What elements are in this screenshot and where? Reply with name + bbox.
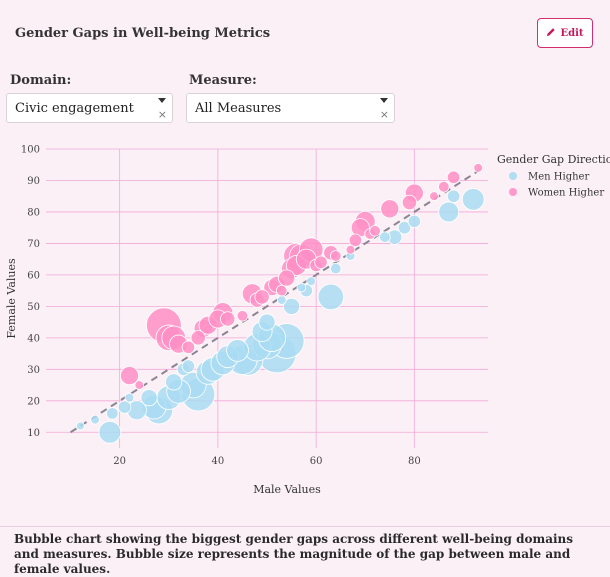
pencil-icon xyxy=(546,27,556,40)
x-tick-label: 80 xyxy=(408,456,421,467)
bubble-women-higher xyxy=(220,311,236,327)
bubble-women-higher xyxy=(345,244,356,255)
bubble-men-higher xyxy=(379,231,391,243)
y-tick-label: 40 xyxy=(27,333,40,344)
y-tick-label: 20 xyxy=(27,396,40,407)
bubble-men-higher xyxy=(165,373,183,391)
bubble-men-higher xyxy=(181,359,196,373)
bubble-women-higher xyxy=(278,269,296,287)
bubble-women-higher xyxy=(380,199,400,219)
bubble-men-higher xyxy=(226,339,249,362)
edit-button[interactable]: Edit xyxy=(537,18,593,48)
x-tick-label: 20 xyxy=(113,456,126,467)
bubble-men-higher xyxy=(329,262,342,275)
domain-select-value: Civic engagement xyxy=(15,101,134,116)
bubble-women-higher xyxy=(275,284,288,297)
bubble-women-higher xyxy=(236,310,249,322)
close-icon[interactable]: × xyxy=(379,108,389,121)
bubble-women-higher xyxy=(314,255,328,269)
measure-label: Measure: xyxy=(189,73,257,88)
bubble-women-higher xyxy=(120,366,139,386)
domain-label: Domain: xyxy=(10,73,72,88)
bubble-women-higher xyxy=(134,380,145,390)
edit-button-label: Edit xyxy=(560,27,584,39)
y-tick-label: 100 xyxy=(21,145,40,156)
bubble-women-higher xyxy=(473,163,484,173)
bubble-chart: 10 20 30 40 50 60 70 80 90 100 20 40 60 80 Male Values… xyxy=(5,145,610,497)
y-tick-label: 60 xyxy=(27,270,40,281)
bubble-women-higher xyxy=(181,340,196,354)
measure-select[interactable]: All Measures × xyxy=(186,93,395,123)
bubble-men-higher xyxy=(446,189,461,203)
page-title: Gender Gaps in Well-being Metrics xyxy=(15,26,271,41)
bubble-men-higher xyxy=(106,407,119,420)
y-tick-label: 90 xyxy=(27,176,40,187)
legend-swatch xyxy=(509,188,517,196)
divider xyxy=(0,526,610,527)
measure-select-value: All Measures xyxy=(195,101,282,116)
y-axis-title: Female Values xyxy=(5,258,18,339)
bubble-women-higher xyxy=(438,181,450,193)
bubble-women-higher xyxy=(446,170,461,185)
bubble-men-higher xyxy=(461,188,485,211)
legend-swatch xyxy=(509,172,517,180)
bubble-men-higher xyxy=(140,389,158,407)
bubble-men-higher xyxy=(397,220,412,235)
domain-select[interactable]: Civic engagement × xyxy=(6,93,173,123)
y-tick-label: 10 xyxy=(27,428,40,439)
bubble-men-higher xyxy=(98,420,122,444)
bubble-women-higher xyxy=(190,330,206,346)
chevron-down-icon[interactable] xyxy=(158,98,166,103)
bubble-women-higher xyxy=(429,191,439,202)
x-axis-title: Male Values xyxy=(253,483,321,496)
bubble-men-higher xyxy=(90,414,100,425)
bubble-men-higher xyxy=(283,297,301,315)
chevron-down-icon[interactable] xyxy=(380,98,388,103)
close-icon[interactable]: × xyxy=(157,108,167,121)
bubble-men-higher xyxy=(317,283,345,311)
bubble-men-higher xyxy=(438,201,460,223)
legend-label: Men Higher xyxy=(528,172,589,183)
legend-label: Women Higher xyxy=(528,188,604,199)
y-tick-label: 50 xyxy=(27,302,40,313)
x-tick-label: 40 xyxy=(212,456,225,467)
bubble-men-higher xyxy=(76,421,85,431)
bubble-women-higher xyxy=(329,250,342,262)
bubble-men-higher xyxy=(117,400,132,414)
bubble-men-higher xyxy=(306,276,317,287)
bubble-women-higher xyxy=(254,289,270,305)
y-tick-label: 80 xyxy=(27,207,40,218)
bubble-men-higher xyxy=(124,392,135,403)
bubble-women-higher xyxy=(348,233,363,247)
x-tick-label: 60 xyxy=(310,456,323,467)
bubble-women-higher xyxy=(401,194,418,211)
reference-line xyxy=(70,170,479,434)
y-tick-label: 70 xyxy=(27,239,40,250)
bubble-women-higher xyxy=(369,225,381,237)
y-tick-label: 30 xyxy=(27,365,40,376)
bubble-men-higher xyxy=(276,295,287,305)
chart-caption: Bubble chart showing the biggest gender … xyxy=(14,532,574,576)
bubble-men-higher xyxy=(296,282,307,293)
bubble-men-higher xyxy=(258,313,276,331)
legend-title: Gender Gap Direction xyxy=(497,153,610,166)
bubble-men-higher xyxy=(407,214,422,229)
